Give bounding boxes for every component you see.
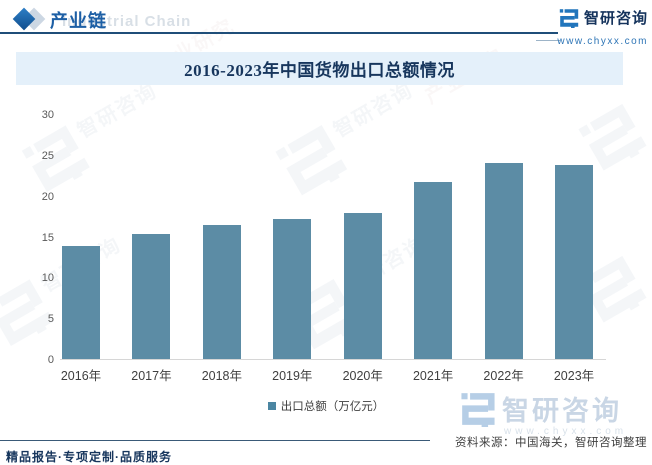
plot-area	[60, 115, 606, 360]
x-tick-label: 2017年	[131, 369, 172, 383]
x-tick-label: 2018年	[201, 369, 243, 383]
section-diamond-icon	[10, 6, 50, 32]
brand-divider	[536, 40, 560, 41]
x-tick-label: 2021年	[412, 369, 454, 383]
y-tick-label: 0	[47, 354, 54, 366]
footer-divider	[0, 440, 430, 441]
brand-logo-icon	[559, 8, 579, 28]
y-tick-label: 20	[41, 190, 54, 203]
y-tick-label: 15	[41, 231, 54, 244]
chart-title-banner: 2016-2023年中国货物出口总额情况	[16, 52, 623, 85]
chart-title: 2016-2023年中国货物出口总额情况	[184, 61, 455, 80]
x-axis: 2016年 2017年 2018年 2019年 2020年 2021年 2022年 2023年	[60, 365, 606, 383]
x-tick-label: 2016年	[60, 369, 102, 383]
bar-2016年	[62, 246, 100, 359]
footer-tagline: 精品报告·专项定制·品质服务	[6, 450, 172, 464]
bar-2023年	[555, 164, 593, 359]
y-tick-label: 10	[41, 272, 54, 285]
section-watermark-text: Industrial Chain	[62, 13, 192, 30]
x-tick-label: 2023年	[553, 369, 595, 383]
y-axis: 0 5 10 15 20 25 30	[24, 109, 54, 366]
legend-label: 出口总额（万亿元）	[280, 401, 385, 413]
brand-block: 智研咨询	[559, 7, 648, 28]
y-tick-label: 25	[41, 149, 54, 162]
bar-2019年	[273, 218, 312, 359]
bar-2017年	[132, 234, 171, 359]
x-tick-label: 2022年	[483, 369, 524, 383]
header-divider	[0, 32, 558, 34]
bar-2020年	[343, 212, 382, 359]
bar-2021年	[414, 181, 453, 359]
y-tick-label: 30	[41, 109, 54, 121]
bar-2022年	[484, 163, 523, 359]
y-tick-label: 5	[47, 313, 54, 326]
brand-name: 智研咨询	[583, 10, 648, 27]
brand-url: www.chyxx.com	[557, 36, 648, 47]
x-axis-line	[60, 359, 606, 360]
bar-2018年	[202, 225, 241, 359]
legend-swatch	[267, 402, 276, 410]
x-tick-label: 2019年	[272, 369, 313, 383]
data-source-text: 资料来源：中国海关，智研咨询整理	[455, 437, 647, 449]
x-tick-label: 2020年	[342, 369, 383, 383]
section-title: 产业链	[50, 11, 107, 31]
chart-legend: 出口总额（万亿元）	[0, 398, 652, 414]
